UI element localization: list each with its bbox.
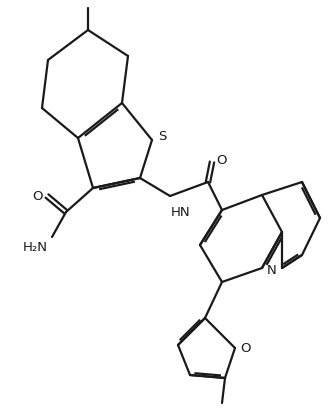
Text: H₂N: H₂N <box>23 241 48 254</box>
Text: O: O <box>33 189 43 202</box>
Text: HN: HN <box>171 206 190 219</box>
Text: O: O <box>240 342 250 355</box>
Text: S: S <box>158 130 166 144</box>
Text: O: O <box>216 155 226 168</box>
Text: N: N <box>267 265 277 277</box>
